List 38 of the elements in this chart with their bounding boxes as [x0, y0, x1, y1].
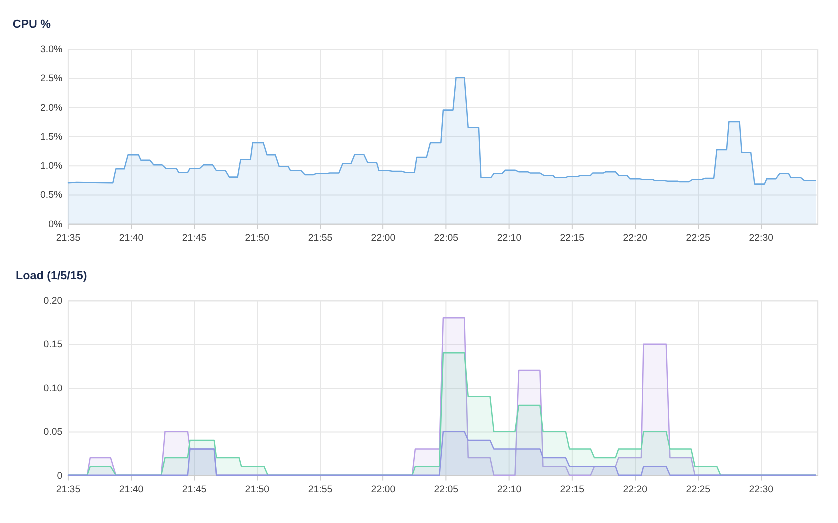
x-tick-label: 22:15 — [560, 232, 585, 244]
x-tick-label: 21:45 — [182, 232, 207, 244]
x-tick-label: 22:25 — [686, 484, 711, 496]
y-tick-label: 0.05 — [44, 427, 63, 438]
y-tick-label: 0.15 — [44, 340, 63, 351]
x-tick-label: 21:40 — [119, 484, 144, 496]
y-tick-label: 2.5% — [40, 74, 63, 85]
x-tick-label: 22:20 — [623, 484, 648, 496]
x-tick-label: 22:20 — [623, 232, 648, 244]
chart-title: CPU % — [12, 18, 52, 31]
x-tick-label: 22:05 — [434, 484, 459, 496]
x-tick-label: 22:25 — [686, 232, 711, 244]
x-tick-label: 21:55 — [308, 484, 333, 496]
x-tick-label: 21:35 — [56, 232, 81, 244]
y-tick-label: 1.5% — [40, 132, 63, 143]
x-tick-label: 22:00 — [371, 232, 396, 244]
x-tick-label: 21:45 — [182, 484, 207, 496]
x-tick-label: 21:55 — [308, 232, 333, 244]
x-tick-label: 21:50 — [245, 232, 270, 244]
y-tick-label: 3.0% — [40, 44, 63, 56]
x-tick-label: 22:10 — [497, 232, 522, 244]
x-tick-label: 21:40 — [119, 232, 144, 244]
x-tick-label: 21:35 — [56, 484, 81, 496]
y-tick-label: 0.5% — [40, 190, 63, 202]
x-tick-label: 22:00 — [371, 484, 396, 496]
x-tick-label: 22:10 — [497, 484, 522, 496]
y-tick-label: 1.0% — [40, 161, 63, 172]
chart-title: Load (1/5/15) — [16, 269, 88, 282]
y-tick-label: 2.0% — [40, 102, 63, 114]
y-tick-label: 0% — [48, 219, 63, 230]
x-tick-label: 22:05 — [434, 232, 459, 244]
x-tick-label: 22:30 — [749, 232, 774, 244]
y-tick-label: 0 — [57, 470, 64, 482]
y-tick-label: 0.20 — [44, 296, 64, 308]
x-tick-label: 21:50 — [245, 484, 270, 496]
x-tick-label: 22:30 — [749, 484, 774, 496]
y-tick-label: 0.10 — [44, 383, 64, 394]
x-tick-label: 22:15 — [560, 484, 585, 496]
